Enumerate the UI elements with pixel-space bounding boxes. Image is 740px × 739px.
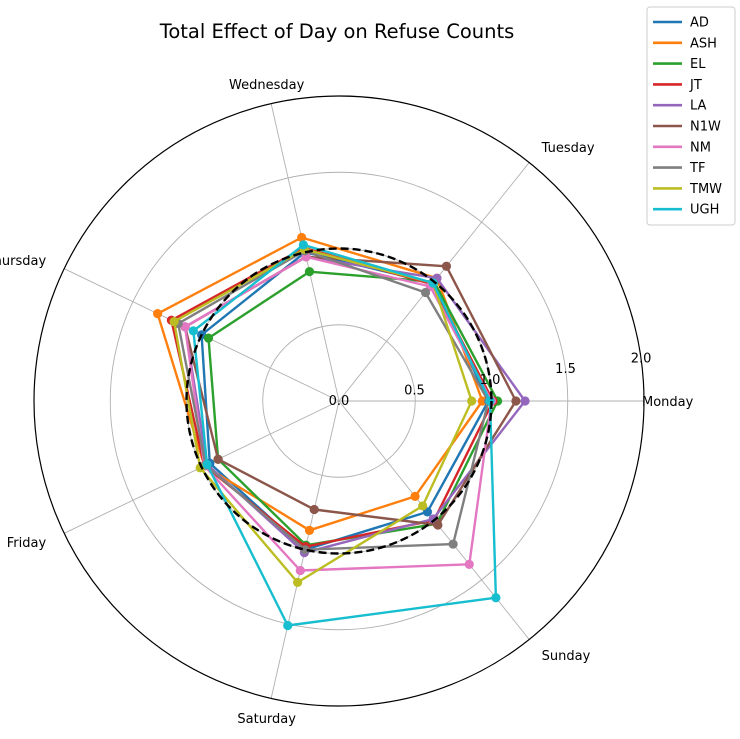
point-nm-saturday [295, 565, 305, 576]
point-tmw-saturday [292, 577, 303, 587]
legend-label-tmw: TMW [689, 182, 722, 197]
series-group [153, 232, 530, 631]
tick-label-4: 2.0 [631, 352, 652, 367]
point-ash-saturday [304, 525, 315, 535]
series-line-ash [156, 236, 484, 532]
point-n1w-friday [213, 454, 223, 464]
legend-label-ash: ASH [690, 36, 717, 51]
point-nm-sunday [464, 559, 474, 569]
category-label-monday: Monday [642, 395, 694, 410]
point-ash-sunday [410, 491, 420, 501]
point-tf-sunday [448, 539, 458, 549]
series-line-la [183, 255, 527, 554]
category-label-friday: Friday [7, 536, 47, 551]
point-ash-thursday [153, 309, 163, 319]
category-labels: Monday Tuesday Wednesday Thursday Friday Satu… [0, 78, 694, 727]
tick-label-3: 1.5 [555, 362, 576, 377]
point-ugh-friday [202, 459, 212, 470]
point-tmw-friday [195, 463, 205, 473]
point-n1w-sunday [433, 520, 443, 530]
series-ugh [188, 240, 501, 631]
point-ash-wednesday [297, 232, 307, 243]
legend-label-jt: JT [689, 78, 702, 93]
series-line-ugh [192, 243, 498, 627]
point-ugh-thursday [188, 326, 198, 336]
legend-label-el: EL [690, 57, 706, 72]
point-tf-tuesday [420, 287, 431, 298]
point-n1w-saturday [309, 504, 319, 515]
legend-label-ugh: UGH [690, 203, 719, 218]
point-tmw-monday [467, 396, 477, 406]
outer-circle [33, 95, 645, 707]
legend-label-tf: TF [689, 161, 705, 176]
series-line-tf [177, 249, 490, 551]
tick-label-0: 0.0 [329, 394, 350, 409]
point-ugh-saturday [283, 620, 293, 631]
category-label-saturday: Saturday [237, 712, 296, 727]
point-el-thursday [203, 333, 214, 343]
category-label-wednesday: Wednesday [229, 78, 305, 93]
point-tmw-thursday [169, 316, 179, 327]
point-tmw-sunday [418, 501, 428, 511]
series-line-n1w [183, 255, 518, 527]
legend-label-nm: NM [690, 140, 711, 155]
point-n1w-monday [511, 396, 521, 406]
legend-label-la: LA [690, 99, 707, 114]
category-label-thursday: Thursday [0, 254, 46, 269]
series-el [203, 267, 503, 550]
point-ugh-monday [485, 396, 495, 406]
point-n1w-tuesday [441, 261, 452, 271]
legend-frame [646, 6, 736, 226]
point-ugh-wednesday [298, 240, 308, 250]
point-tf-saturday [300, 545, 310, 555]
chart-title: Total Effect of Day on Refuse Counts [159, 20, 515, 43]
category-label-sunday: Sunday [542, 649, 591, 664]
legend: AD ASH EL JT LA N1W NM TF TMW UGH [646, 6, 736, 226]
point-nm-thursday [180, 322, 190, 332]
legend-label-ad: AD [690, 16, 709, 31]
radial-tick-labels: 0.0 0.5 1.0 1.5 2.0 [329, 352, 652, 409]
legend-label-n1w: N1W [690, 120, 721, 135]
category-label-tuesday: Tuesday [541, 141, 595, 156]
point-ugh-sunday [491, 593, 501, 603]
reference-circle [185, 247, 493, 555]
series-line-nm [183, 255, 493, 572]
reference-circle-line [185, 247, 493, 555]
point-la-monday [520, 396, 530, 406]
tick-label-1: 0.5 [404, 383, 425, 398]
point-el-wednesday [304, 267, 315, 277]
tick-label-2: 1.0 [480, 373, 501, 388]
series-nm [180, 252, 497, 576]
series-line-el [207, 270, 499, 547]
